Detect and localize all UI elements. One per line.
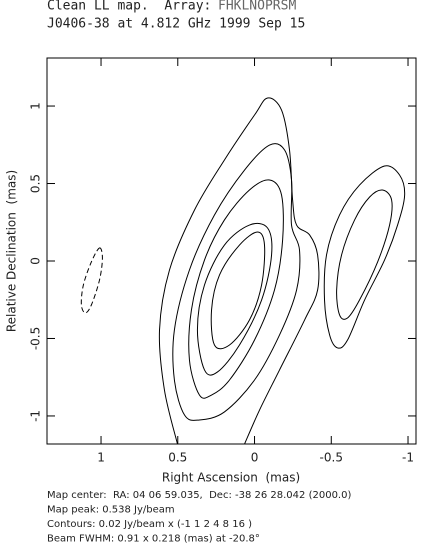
contour-line	[158, 97, 320, 445]
plot-frame	[46, 57, 417, 445]
contour-line	[210, 231, 266, 350]
map-note: Beam FWHM: 0.91 x 0.218 (mas) at -20.8°	[47, 534, 260, 545]
x-tick-label: -1	[402, 451, 414, 465]
y-tick-label: 0	[29, 257, 43, 265]
x-axis-label: Right Ascension (mas)	[162, 471, 300, 485]
x-tick-label: 1	[97, 451, 105, 465]
map-note: Map center: RA: 04 06 59.035, Dec: -38 2…	[47, 490, 351, 501]
y-tick-label: -1	[29, 410, 43, 422]
x-tick-label: -0.5	[320, 451, 343, 465]
chart-subtitle: J0406-38 at 4.812 GHz 1999 Sep 15	[47, 17, 305, 32]
array-list: FHKLNOPRSM	[218, 0, 296, 14]
contour-line	[336, 189, 393, 320]
contour-line	[323, 165, 406, 349]
chart-title: Clean LL map. Array:	[47, 0, 211, 14]
y-tick-label: 0.5	[29, 174, 43, 193]
contour-line	[172, 143, 301, 421]
map-note: Contours: 0.02 Jy/beam x (-1 1 2 4 8 16 …	[47, 519, 252, 530]
y-tick-label: -0.5	[29, 327, 43, 350]
contour-line	[196, 222, 273, 376]
x-tick-label: 0	[251, 451, 259, 465]
map-note: Map peak: 0.538 Jy/beam	[47, 505, 175, 516]
y-tick-label: 1	[29, 102, 43, 110]
x-tick-label: 0.5	[168, 451, 187, 465]
contour-line	[188, 179, 284, 399]
contour-line	[80, 247, 103, 314]
y-axis-label: Relative Declination (mas)	[5, 170, 19, 332]
